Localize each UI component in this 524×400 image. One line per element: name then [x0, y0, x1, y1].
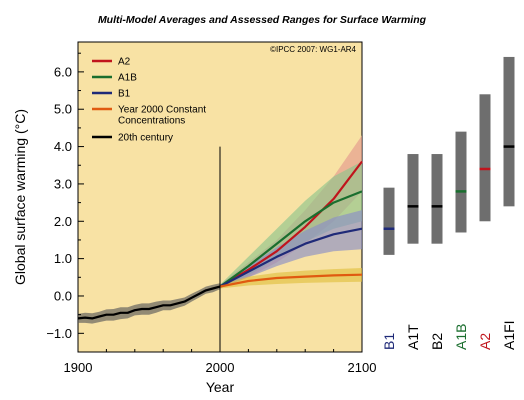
legend-label-a1b: A1B: [118, 73, 137, 84]
range-bar-a1fi: [503, 56, 515, 207]
chart-title: Multi-Model Averages and Assessed Ranges…: [98, 14, 427, 26]
range-label-b2: B2: [429, 333, 445, 350]
range-bar-a2: [479, 94, 491, 222]
assessed-ranges: B1 A1T B2 A1B A2 A1FI: [381, 56, 517, 350]
range-label-a1t: A1T: [405, 324, 421, 350]
y-tick-label: 3.0: [54, 176, 72, 191]
legend-label-a2: A2: [118, 57, 131, 68]
line-b1: [219, 227, 363, 288]
y-axis-label: Global surface warming (°C): [12, 109, 28, 285]
y-tick-label: 0.0: [54, 288, 72, 303]
range-label-a1fi: A1FI: [501, 320, 517, 350]
legend-label-year-2000-constant-concentrations: Year 2000 Constant Concentrations: [118, 105, 206, 127]
legend-label-20th-century: 20th century: [118, 133, 173, 144]
axes: −1.0 0.0 1.0 2.0 3.0 4.0 5.0 6.0 1900 2000 2100: [46, 52, 377, 375]
legend-label-b1: B1: [118, 89, 131, 100]
line-a2: [219, 160, 363, 288]
range-bar-a1t: [407, 154, 419, 244]
y-tick-label: 4.0: [54, 139, 72, 154]
range-label-b1: B1: [381, 333, 397, 350]
y-tick-label: 5.0: [54, 102, 72, 117]
copyright-note: ©IPCC 2007: WG1-AR4: [270, 45, 356, 54]
y-tick-label: 2.0: [54, 214, 72, 229]
range-bar-b1: [383, 187, 395, 255]
y-tick-label: 6.0: [54, 64, 72, 79]
range-label-a1b: A1B: [453, 324, 469, 350]
range-label-a2: A2: [477, 333, 493, 350]
line-a1b: [219, 190, 363, 288]
range-bar-a1b: [455, 131, 467, 233]
x-tick-label: 2000: [206, 360, 235, 375]
y-tick-label: −1.0: [46, 326, 72, 341]
legend: A2 A1B B1 Year 2000 Constant Concentrations 2…: [92, 57, 206, 144]
x-tick-label: 1900: [64, 360, 93, 375]
y-tick-label: 1.0: [54, 251, 72, 266]
x-axis-label: Year: [206, 379, 235, 395]
series-lines: [77, 160, 363, 320]
line-year-2000-constant-concentrations: [219, 273, 363, 288]
line-20th-century: [77, 285, 221, 320]
x-tick-label: 2100: [348, 360, 377, 375]
band-20th-century: [78, 283, 220, 324]
band-a1b: [220, 161, 362, 289]
range-bar-b2: [431, 154, 443, 244]
